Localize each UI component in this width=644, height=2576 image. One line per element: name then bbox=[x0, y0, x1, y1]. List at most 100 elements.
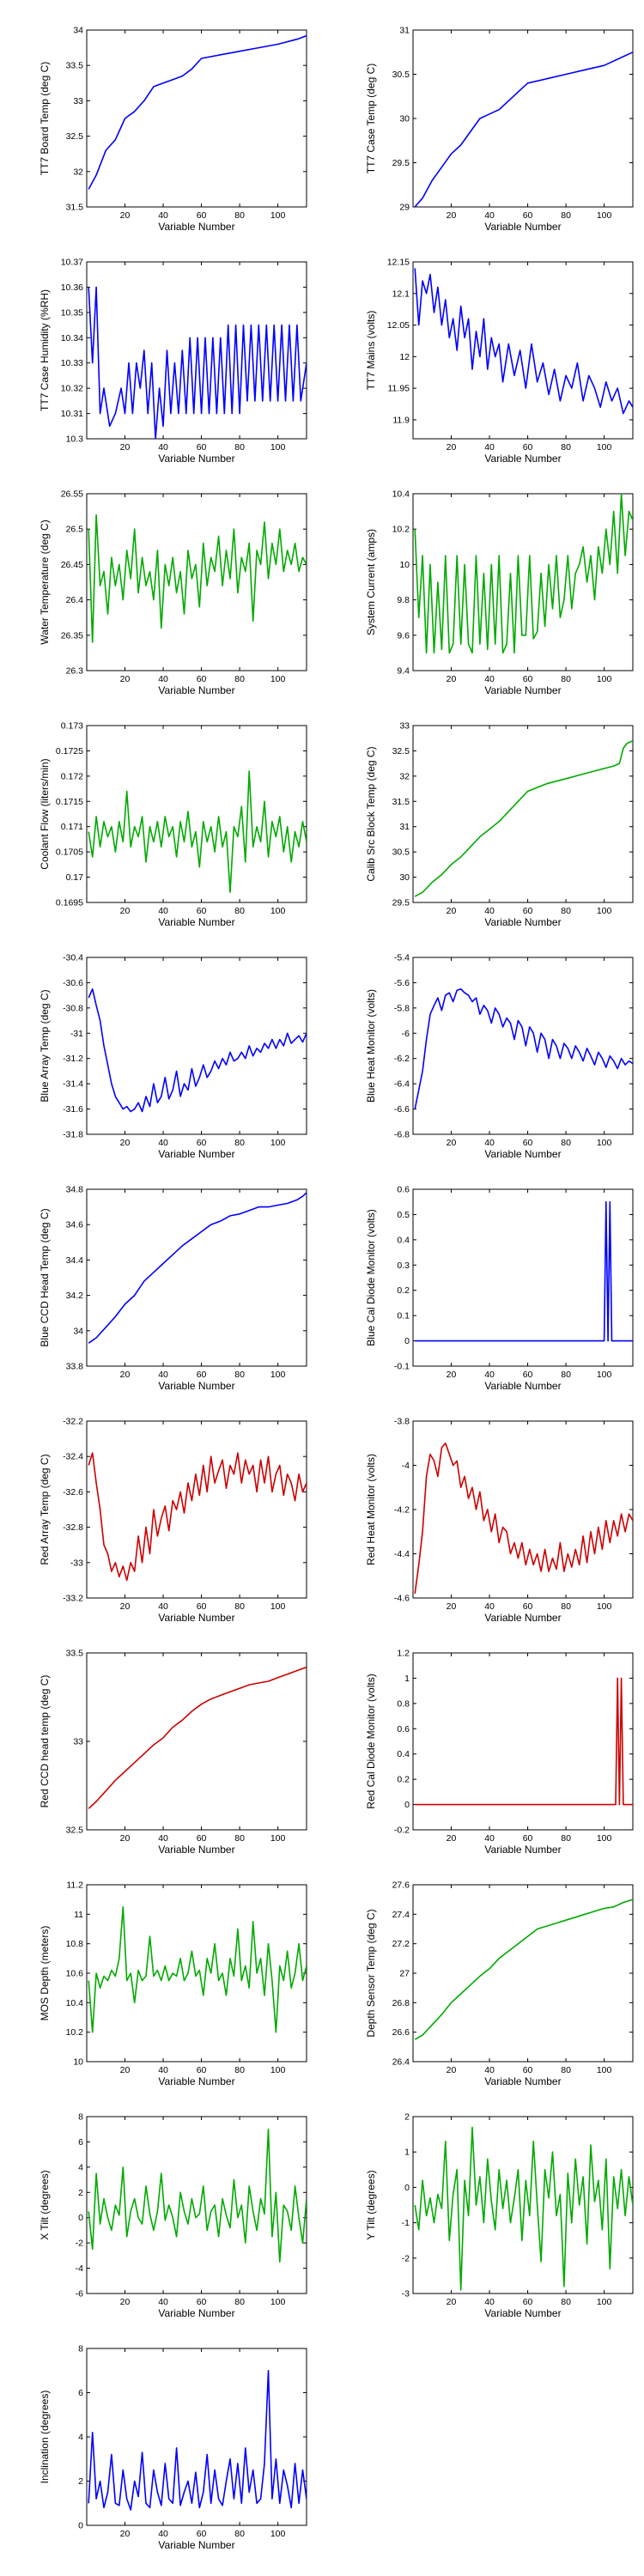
plot-frame bbox=[86, 725, 307, 903]
chart-panel: 20 40 60 80 100 -4.6 -4.4 -4.2 -4 -3.8 Variable Nu… bbox=[365, 1417, 634, 1624]
y-tick-label: 0 bbox=[404, 1336, 410, 1346]
y-tick-label: 10 bbox=[73, 2057, 83, 2068]
x-tick-label: 80 bbox=[561, 1370, 571, 1380]
x-tick-label: 20 bbox=[447, 1601, 457, 1612]
y-tick-label: 29 bbox=[399, 203, 410, 213]
x-tick-label: 60 bbox=[197, 2297, 207, 2307]
y-axis-label: Blue Heat Monitor (volts) bbox=[365, 989, 377, 1103]
y-tick-label: 9.6 bbox=[397, 630, 410, 641]
y-tick-label: -32.4 bbox=[63, 1452, 83, 1462]
x-tick-label: 100 bbox=[597, 1833, 612, 1844]
y-tick-label: 0.8 bbox=[397, 1698, 410, 1709]
y-tick-label: 30.5 bbox=[392, 70, 410, 80]
x-tick-label: 40 bbox=[484, 210, 495, 221]
chart-panel: 20 40 60 80 100 -0.1 0 0.1 0.2 0.3 0.4 0.5 0.6 Variab… bbox=[365, 1185, 634, 1392]
y-tick-label: 10.32 bbox=[61, 384, 83, 394]
y-tick-label: -32.6 bbox=[63, 1487, 83, 1498]
x-axis-label: Variable Number bbox=[158, 2075, 234, 2087]
x-tick-label: 80 bbox=[234, 210, 245, 221]
chart-panel: 20 40 60 80 100 -33.2 -33 -32.8 -32.6 -32.4 -32.2 V… bbox=[39, 1417, 307, 1624]
y-tick-label: 32.5 bbox=[392, 746, 410, 756]
y-tick-label: 8 bbox=[78, 2112, 83, 2123]
x-tick-label: 20 bbox=[120, 2297, 131, 2307]
x-tick-label: 40 bbox=[158, 674, 168, 684]
x-tick-label: 80 bbox=[561, 2297, 571, 2307]
x-tick-label: 20 bbox=[120, 1601, 131, 1612]
x-tick-label: 60 bbox=[197, 674, 207, 684]
x-tick-label: 100 bbox=[597, 2297, 612, 2307]
x-tick-label: 40 bbox=[158, 210, 168, 221]
x-tick-label: 40 bbox=[484, 674, 495, 684]
y-tick-label: 0.3 bbox=[397, 1261, 410, 1271]
y-tick-label: 31.5 bbox=[66, 203, 84, 213]
x-tick-label: 20 bbox=[120, 2529, 131, 2539]
x-tick-label: 20 bbox=[120, 1833, 131, 1844]
x-axis-label: Variable Number bbox=[484, 1148, 561, 1160]
x-tick-label: 80 bbox=[234, 2065, 245, 2075]
chart-panel: 20 40 60 80 100 -3 -2 -1 0 1 2 Variable Number Y Til… bbox=[365, 2112, 634, 2319]
y-tick-label: -4 bbox=[402, 1461, 410, 1471]
y-tick-label: 0.1705 bbox=[56, 848, 83, 858]
y-tick-label: -4.6 bbox=[394, 1594, 410, 1604]
x-tick-label: 100 bbox=[597, 906, 612, 916]
x-tick-label: 100 bbox=[270, 1138, 286, 1148]
y-tick-label: 32 bbox=[73, 167, 83, 177]
y-tick-label: 33 bbox=[73, 1737, 83, 1747]
x-tick-label: 40 bbox=[484, 1601, 495, 1612]
x-axis-label: Variable Number bbox=[158, 2307, 234, 2319]
x-tick-label: 60 bbox=[523, 2297, 533, 2307]
x-tick-label: 100 bbox=[270, 1833, 286, 1844]
y-axis-label: Blue Array Temp (deg C) bbox=[39, 989, 51, 1102]
x-tick-label: 80 bbox=[234, 1601, 245, 1612]
y-axis-label: Coolant Flow (liters/min) bbox=[39, 758, 51, 869]
y-axis-label: Red CCD head temp (deg C) bbox=[39, 1675, 51, 1808]
x-tick-label: 60 bbox=[523, 210, 533, 221]
x-tick-label: 100 bbox=[597, 442, 612, 453]
y-tick-label: 12.1 bbox=[392, 289, 410, 299]
x-tick-label: 40 bbox=[158, 1138, 168, 1148]
y-tick-label: -33 bbox=[70, 1558, 83, 1568]
x-axis-label: Variable Number bbox=[158, 916, 234, 928]
y-axis-label: Depth Sensor Temp (deg C) bbox=[365, 1909, 377, 2037]
chart-panel: 20 40 60 80 100 29 29.5 30 30.5 31 Variable Number… bbox=[365, 26, 634, 233]
y-tick-label: 32.5 bbox=[66, 131, 84, 142]
x-axis-label: Variable Number bbox=[158, 221, 234, 233]
series-line bbox=[88, 286, 307, 439]
y-tick-label: -30.8 bbox=[63, 1003, 83, 1013]
x-axis-label: Variable Number bbox=[484, 2307, 561, 2319]
y-tick-label: -2 bbox=[402, 2253, 410, 2263]
y-tick-label: 0 bbox=[78, 2521, 83, 2531]
y-tick-label: 0.6 bbox=[397, 1724, 410, 1735]
y-tick-label: 0.1695 bbox=[56, 898, 83, 908]
y-tick-label: 26.6 bbox=[392, 2027, 410, 2038]
y-tick-label: 30 bbox=[399, 114, 410, 125]
y-tick-label: 6 bbox=[78, 2388, 83, 2398]
chart-panel: 20 40 60 80 100 9.4 9.6 9.8 10 10.2 10.4 Variable N… bbox=[365, 489, 634, 696]
y-tick-label: -4.4 bbox=[394, 1549, 410, 1559]
series-line bbox=[415, 1200, 633, 1342]
x-tick-label: 40 bbox=[158, 1370, 168, 1380]
x-tick-label: 40 bbox=[158, 906, 168, 916]
series-line bbox=[88, 1906, 307, 2033]
y-axis-label: TT7 Board Temp (deg C) bbox=[39, 62, 51, 176]
plot-frame bbox=[86, 1188, 307, 1367]
y-tick-label: 2 bbox=[404, 2112, 410, 2123]
y-tick-label: 0.173 bbox=[61, 721, 83, 732]
x-tick-label: 60 bbox=[523, 1370, 533, 1380]
x-tick-label: 40 bbox=[158, 2297, 168, 2307]
y-tick-label: 32.5 bbox=[66, 1826, 84, 1836]
series-line bbox=[414, 1899, 633, 2040]
x-tick-label: 40 bbox=[484, 1370, 495, 1380]
x-tick-label: 100 bbox=[597, 1601, 612, 1612]
chart-panel: 20 40 60 80 100 -6.8 -6.6 -6.4 -6.2 -6 -5.8 -5.6 -5.… bbox=[365, 953, 634, 1160]
y-tick-label: 10.2 bbox=[66, 2027, 84, 2038]
x-tick-label: 80 bbox=[561, 1833, 571, 1844]
chart-panel: 20 40 60 80 100 11.9 11.95 12 12.05 12.1 12.15 Vari… bbox=[365, 258, 634, 465]
y-tick-label: 26.55 bbox=[61, 489, 83, 500]
x-tick-label: 100 bbox=[270, 906, 286, 916]
y-tick-label: 1.2 bbox=[397, 1649, 410, 1659]
y-tick-label: 32 bbox=[399, 771, 410, 781]
x-axis-label: Variable Number bbox=[484, 221, 561, 233]
